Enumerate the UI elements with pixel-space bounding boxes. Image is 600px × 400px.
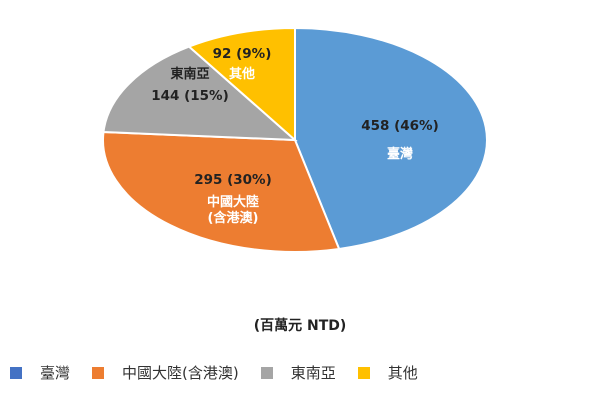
chart-subtitle: (百萬元 NTD)	[253, 318, 347, 334]
legend-swatch-taiwan	[10, 366, 22, 379]
data-label-value-taiwan: 458 (46%)	[361, 118, 439, 134]
legend-swatch-southeast-asia	[260, 366, 273, 379]
pie-slice-china	[102, 130, 341, 253]
legend-item-taiwan: 臺灣	[10, 362, 70, 383]
data-label-value-china: 295 (30%)	[194, 172, 272, 188]
data-label-name-china: 中國大陸	[207, 194, 259, 210]
pie-slice-taiwan	[294, 26, 488, 251]
legend-label-taiwan: 臺灣	[40, 364, 71, 382]
data-label-value-other: 92 (9%)	[213, 46, 272, 62]
data-label-name-other: 其他	[229, 66, 255, 82]
pie-slice-southeast-asia	[102, 45, 298, 142]
legend-swatch-china	[92, 366, 105, 379]
legend-item-other: 其他	[357, 362, 418, 383]
data-label-name-taiwan: 臺灣	[387, 146, 413, 162]
legend-label-southeast-asia: 東南亞	[290, 364, 336, 382]
legend-item-southeast-asia: 東南亞	[260, 362, 336, 383]
chart-legend: 臺灣 中國大陸(含港澳) 東南亞 其他	[10, 362, 440, 383]
data-label-name-southeast-asia: 東南亞	[170, 66, 209, 82]
legend-label-china: 中國大陸(含港澳)	[122, 364, 239, 382]
pie-slice-other	[187, 26, 296, 143]
data-label-name-china-line2: (含港澳)	[208, 210, 259, 226]
legend-label-other: 其他	[387, 364, 418, 382]
pie-chart: 458 (46%) 臺灣 295 (30%) 中國大陸(含港澳) 144 (15%) 東南…	[102, 26, 488, 253]
legend-item-china: 中國大陸(含港澳)	[92, 362, 239, 383]
data-label-value-southeast-asia: 144 (15%)	[151, 88, 229, 104]
legend-swatch-other	[357, 366, 370, 379]
